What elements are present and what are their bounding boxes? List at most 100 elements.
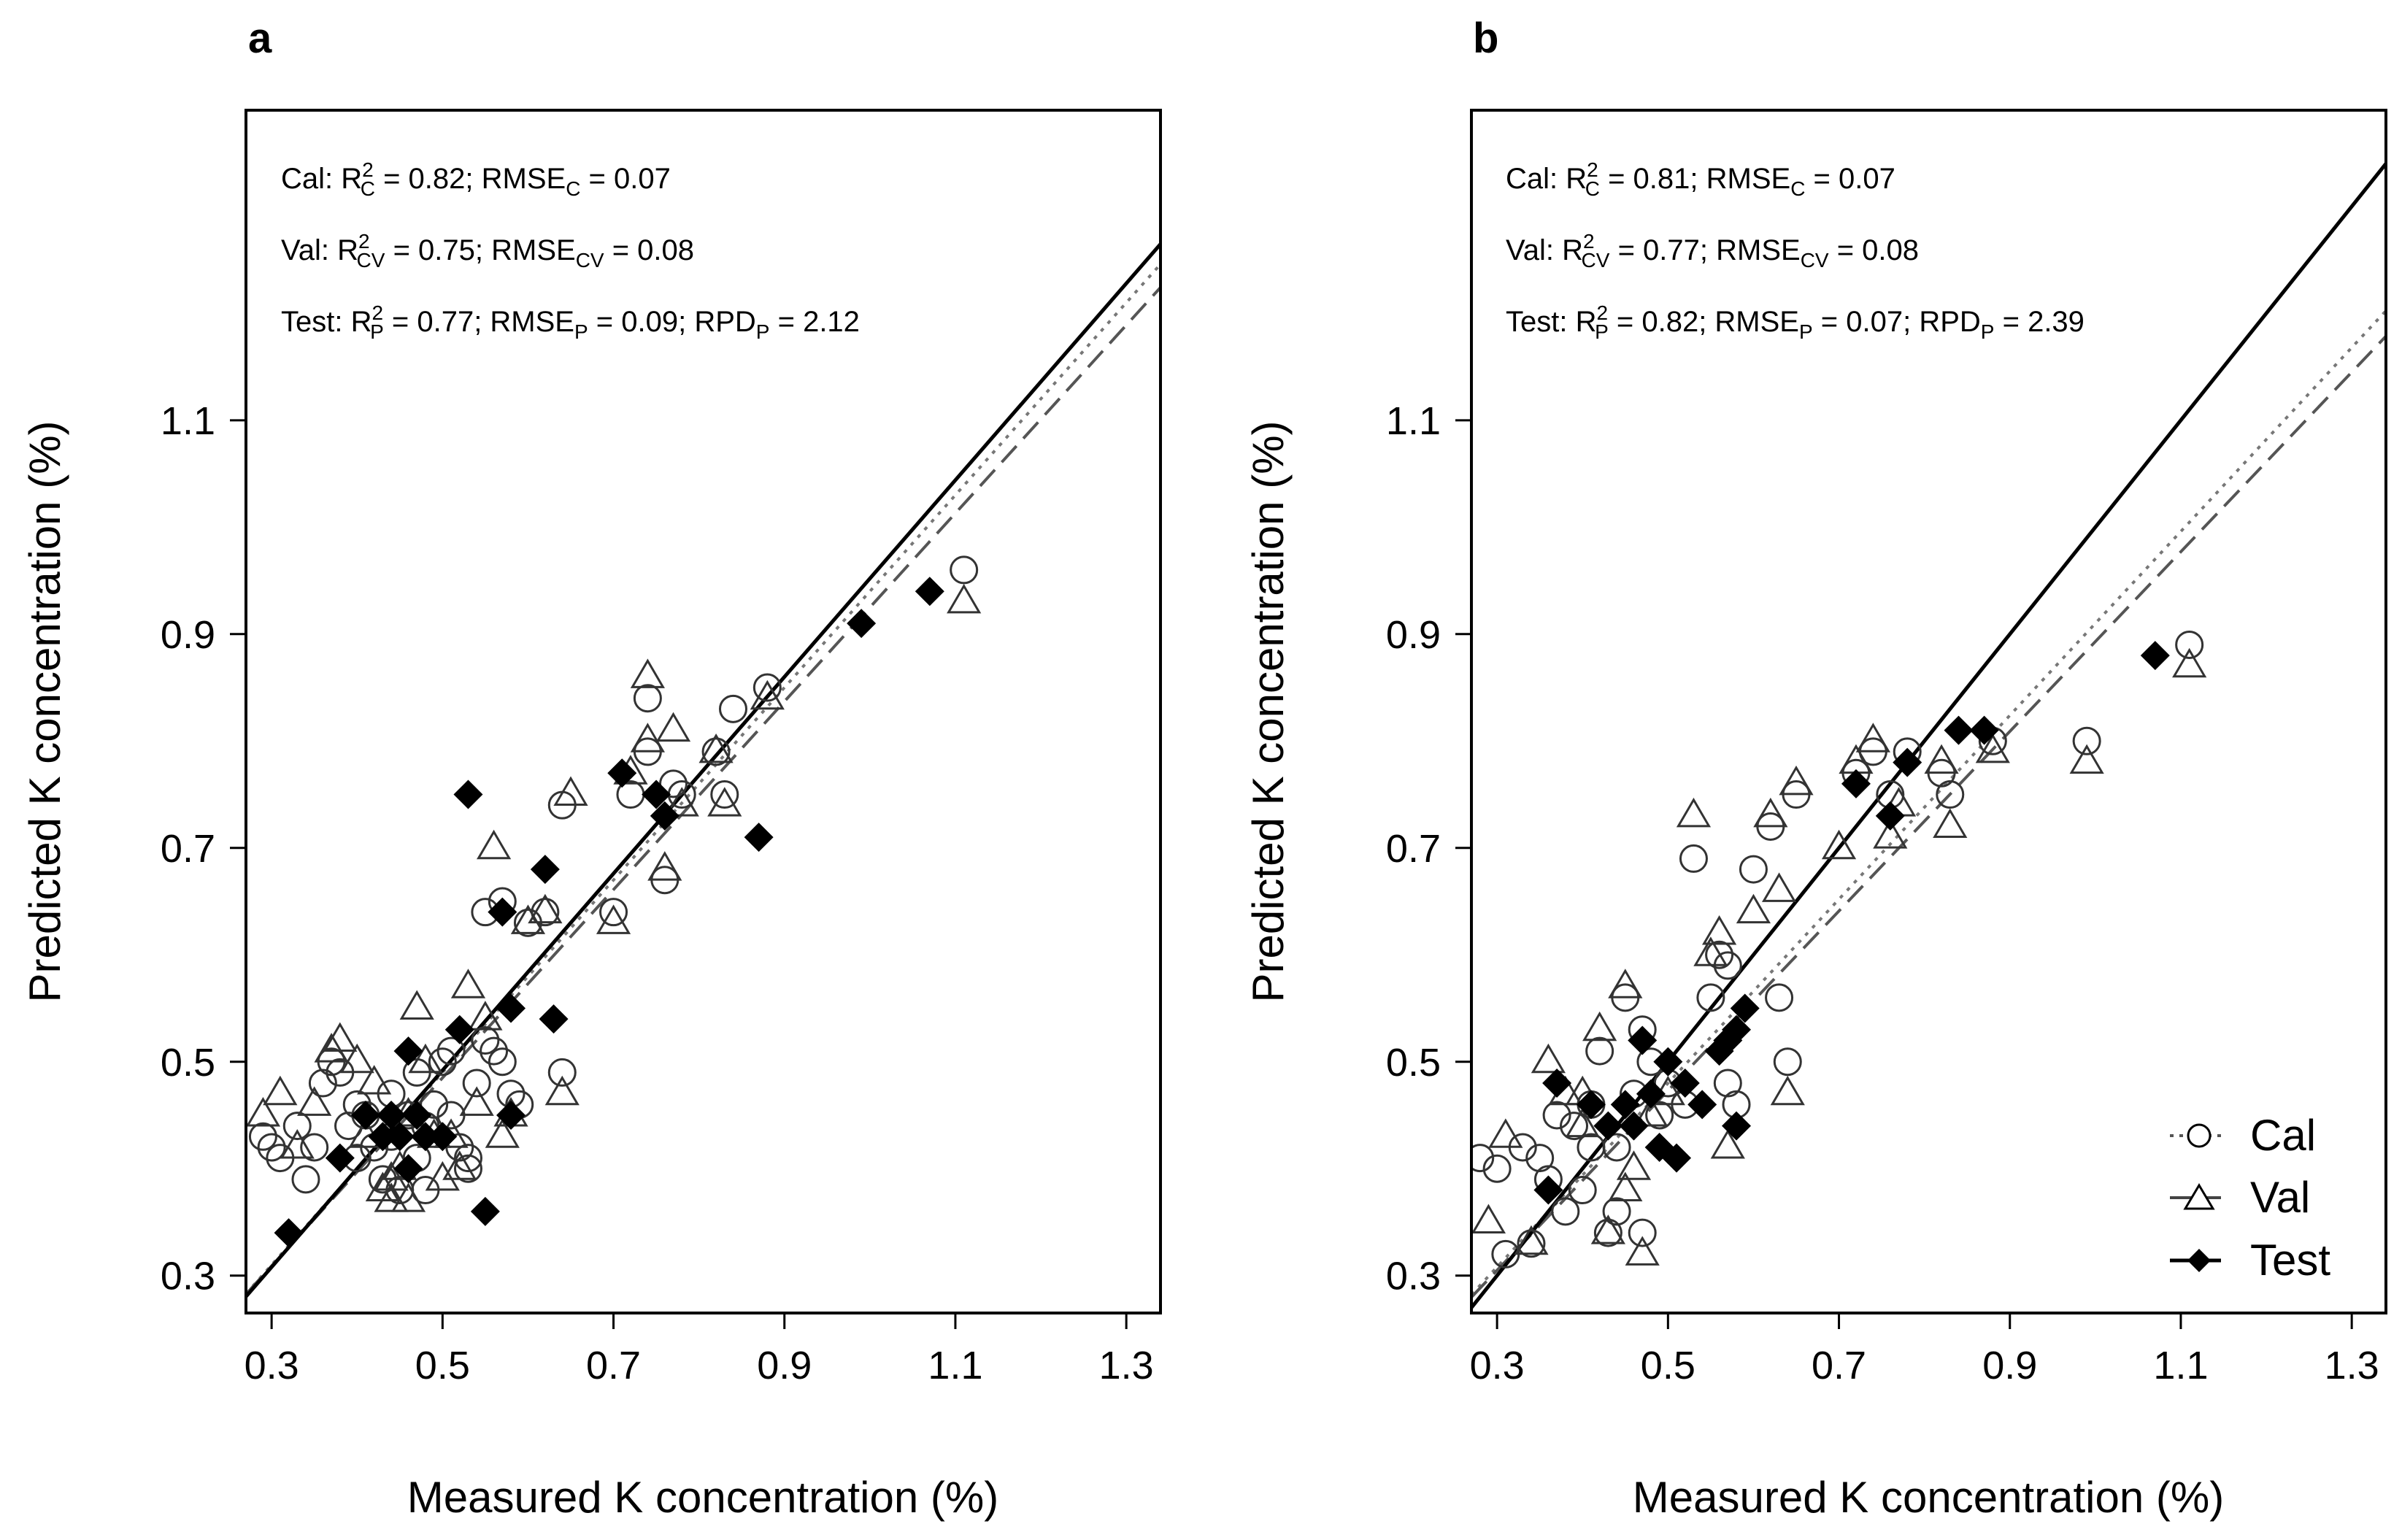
panel-a-val-point xyxy=(553,776,588,806)
panel-b-x-axis-label: Measured K concentration (%) xyxy=(1633,1473,2224,1522)
legend-cal-label: Cal xyxy=(2250,1111,2316,1160)
panel-b-test-point xyxy=(1722,1015,1752,1044)
panel-b-test-point xyxy=(1944,715,1974,745)
panel-a-test-point xyxy=(402,1100,432,1130)
panel-a-cal-point xyxy=(308,1069,337,1098)
panel-b-val-point xyxy=(2069,744,2104,774)
panel-a-test-point xyxy=(539,1004,569,1034)
panel-a-val-point xyxy=(655,712,691,742)
panel-b-cal-stat: Cal: R2 C = 0.81; RMSEC = 0.07 xyxy=(1506,158,1895,200)
panel-b-val-point xyxy=(1779,765,1814,796)
panel-a-cal-stat: Cal: R2 C = 0.82; RMSEC = 0.07 xyxy=(281,158,671,200)
panel-b-cal-point xyxy=(1765,983,1794,1012)
panel-b-val-point xyxy=(1531,1043,1566,1074)
panel-a-val-point xyxy=(750,679,785,710)
panel-a-val-point xyxy=(263,1075,298,1106)
panel-b-y-tick-label: 1.1 xyxy=(1386,399,1441,443)
panel-a-cal-point xyxy=(599,898,628,927)
panel-b-val-point xyxy=(1608,969,1643,998)
panel-a-cal-point xyxy=(291,1165,320,1194)
panel-a-val-point xyxy=(476,829,512,860)
panel-a-val-point xyxy=(425,1160,460,1191)
panel-a-cal-point xyxy=(950,555,979,585)
panel-b-x-tick-label: 0.7 xyxy=(1812,1344,1866,1387)
panel-a-val-point xyxy=(323,1022,358,1052)
panel-b-val-point xyxy=(1676,797,1712,828)
panel-b-val-point xyxy=(1608,1171,1643,1202)
panel-b-val-point xyxy=(1693,936,1728,966)
panel-b-cal-point xyxy=(1679,844,1708,873)
panel-b-test-point xyxy=(1636,1079,1666,1109)
panel-b-cal-point xyxy=(1568,1176,1597,1205)
panel-a-val-point xyxy=(468,1001,503,1031)
panel-b-test-point xyxy=(1619,1111,1649,1141)
panel-a-y-axis-label: Predicted K concentration (%) xyxy=(20,420,69,1002)
panel-a-test-point xyxy=(744,823,774,852)
panel-b-test-point xyxy=(1533,1175,1563,1205)
panel-b-val-point xyxy=(1590,1214,1625,1244)
panel-a-cal-point xyxy=(659,769,688,798)
panel-a-x-tick-label: 0.5 xyxy=(415,1344,470,1387)
panel-a-test-point xyxy=(915,577,944,607)
panel-a-test-point xyxy=(444,1015,474,1044)
panel-a-test-point xyxy=(847,609,877,639)
panel-a-test-point xyxy=(453,779,483,809)
panel-b-cal-point xyxy=(1713,1069,1742,1098)
panel-a-cal-point xyxy=(633,684,662,713)
panel-b-val-point xyxy=(1488,1118,1523,1148)
panel-a-cal-point xyxy=(300,1133,329,1162)
panel-a-val-point xyxy=(450,969,486,998)
panel-b-stats: Cal: R2 C = 0.81; RMSEC = 0.07 Val: R2 CV … xyxy=(1506,158,2085,343)
panel-b-x-tick-label: 0.3 xyxy=(1470,1344,1525,1387)
panel-b-cal-point xyxy=(1542,1101,1571,1130)
panel-a-val-point xyxy=(374,1160,409,1191)
panel-a-cal-point xyxy=(453,1144,482,1173)
panel-a-ticks: 0.3 0.5 0.7 0.9 1.1 1.3 0.3 0.5 0.7 0.9 1.1 xyxy=(161,399,1154,1387)
panel-a-val-point xyxy=(485,1118,520,1148)
panel-a-test-point xyxy=(385,1122,415,1152)
legend-test-marker xyxy=(2187,1249,2211,1272)
panel-b-val-point xyxy=(1565,1107,1600,1138)
panel-a-test-point xyxy=(496,1100,526,1130)
panel-a-y-tick-label: 0.7 xyxy=(161,827,215,871)
panel-b-val-point xyxy=(1625,1236,1660,1266)
panel-a-val-point xyxy=(442,1150,477,1180)
panel-b-test-point xyxy=(1653,1047,1683,1077)
panel-b-fit-line-val xyxy=(1471,335,2386,1298)
panel-b-test-point xyxy=(1722,1111,1752,1141)
panel-a-test-point xyxy=(428,1122,458,1152)
panel-a-cal-point xyxy=(436,1036,466,1066)
panel-b-test-point xyxy=(1576,1090,1606,1120)
panel-b-cal-point xyxy=(1551,1197,1580,1226)
panel-a-cal-point xyxy=(752,673,782,702)
panel-b-cal-point xyxy=(1525,1144,1555,1173)
panel-b-val-point xyxy=(1633,1097,1668,1127)
panel-b-cal-point xyxy=(1645,1101,1674,1130)
panel-b-cal-point xyxy=(2072,726,2101,755)
panel-b-x-tick-label: 1.1 xyxy=(2153,1344,2208,1387)
panel-b-val-point xyxy=(1582,1011,1617,1042)
panel-a-test-point xyxy=(496,993,526,1023)
panel-b-val-point xyxy=(1710,1128,1745,1159)
panel-a-test-point xyxy=(410,1122,440,1152)
panel-b-x-tick-label: 0.9 xyxy=(1982,1344,2037,1387)
panel-b-val-point xyxy=(1514,1225,1549,1255)
panel-a-val-point xyxy=(647,851,682,881)
panel-a-val-point xyxy=(374,1182,409,1212)
panel-b-val-point xyxy=(1736,893,1771,924)
panel-b-test-point xyxy=(1593,1111,1623,1141)
panel-a-cal-point xyxy=(462,1069,491,1098)
panel-a-cal-point xyxy=(547,1058,577,1087)
panel-b-cal-point xyxy=(1602,1197,1631,1226)
panel-b-val-point xyxy=(1770,1075,1805,1106)
panel-b-fit-line-cal xyxy=(1471,309,2386,1296)
panel-a-cal-point xyxy=(480,1036,509,1066)
panel-b-x-tick-label: 0.5 xyxy=(1641,1344,1695,1387)
panel-a-x-tick-label: 0.9 xyxy=(757,1344,812,1387)
panel-a-val-point xyxy=(947,583,982,614)
panel-a-fit-line-cal xyxy=(246,263,1160,1295)
panel-a-test-point xyxy=(393,1036,423,1066)
panel-b-val-point xyxy=(1873,819,1908,849)
panel-b-x-tick-label: 1.3 xyxy=(2325,1344,2379,1387)
